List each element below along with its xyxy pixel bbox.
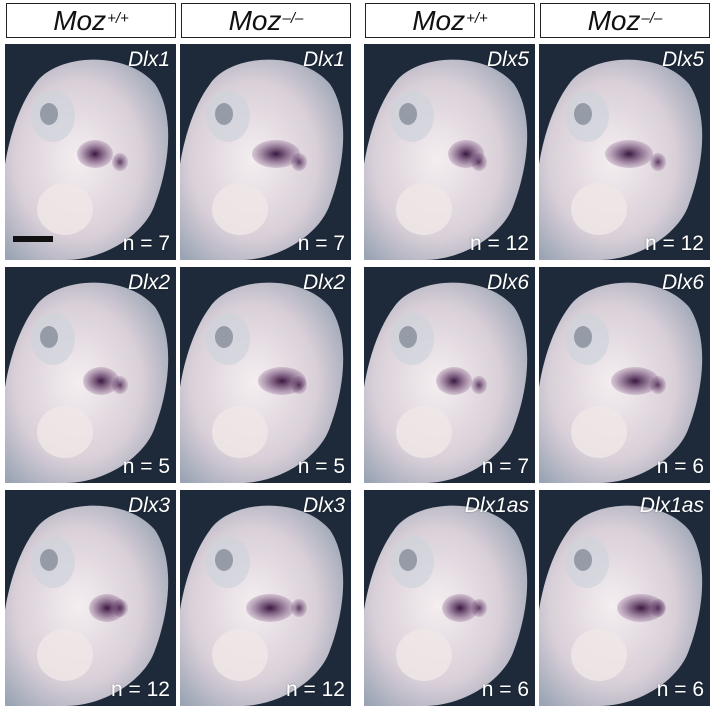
- genotype-sup: –/–: [282, 10, 304, 27]
- sample-count: n = 5: [122, 455, 170, 478]
- embryo-photo: [539, 44, 710, 260]
- sample-count: n = 6: [481, 678, 529, 701]
- embryo-panel: Dlx2 n = 5: [180, 267, 351, 483]
- embryo-photo: [180, 490, 351, 706]
- embryo-panel: Dlx1as n = 6: [364, 490, 535, 706]
- sample-count: n = 5: [297, 455, 345, 478]
- sample-count: n = 7: [481, 455, 529, 478]
- gene-label: Dlx1: [302, 48, 345, 71]
- embryo-panel: Dlx3 n = 12: [180, 490, 351, 706]
- gene-label: Dlx5: [486, 48, 529, 71]
- genotype-sup: +/+: [466, 10, 488, 27]
- header-label: Moz: [587, 4, 641, 36]
- gene-label: Dlx6: [661, 271, 704, 294]
- gene-label: Dlx1as: [639, 494, 704, 517]
- embryo-panel: Dlx1as n = 6: [539, 490, 710, 706]
- sample-count: n = 12: [470, 232, 529, 255]
- sample-count: n = 12: [286, 678, 345, 701]
- sample-count: n = 7: [122, 232, 170, 255]
- embryo-panel: Dlx6 n = 7: [364, 267, 535, 483]
- header-label: Moz: [53, 4, 107, 36]
- gene-label: Dlx1: [127, 48, 170, 71]
- sample-count: n = 12: [111, 678, 170, 701]
- embryo-photo: [5, 44, 176, 260]
- gene-label: Dlx5: [661, 48, 704, 71]
- embryo-panel: Dlx5 n = 12: [364, 44, 535, 260]
- header-col-2: Moz –/–: [181, 3, 351, 38]
- embryo-photo: [5, 267, 176, 483]
- gene-label: Dlx6: [486, 271, 529, 294]
- gene-label: Dlx2: [302, 271, 345, 294]
- header-col-1: Moz +/+: [6, 3, 176, 38]
- embryo-photo: [539, 267, 710, 483]
- sample-count: n = 6: [656, 678, 704, 701]
- embryo-panel: Dlx1 n = 7: [5, 44, 176, 260]
- embryo-photo: [5, 490, 176, 706]
- embryo-panel: Dlx2 n = 5: [5, 267, 176, 483]
- gene-label: Dlx2: [127, 271, 170, 294]
- genotype-sup: +/+: [107, 10, 129, 27]
- embryo-panel: Dlx5 n = 12: [539, 44, 710, 260]
- header-col-4: Moz –/–: [540, 3, 710, 38]
- gene-label: Dlx1as: [464, 494, 529, 517]
- embryo-photo: [364, 44, 535, 260]
- gene-label: Dlx3: [127, 494, 170, 517]
- sample-count: n = 12: [645, 232, 704, 255]
- embryo-panel: Dlx6 n = 6: [539, 267, 710, 483]
- embryo-photo: [364, 490, 535, 706]
- sample-count: n = 6: [656, 455, 704, 478]
- embryo-photo: [539, 490, 710, 706]
- sample-count: n = 7: [297, 232, 345, 255]
- embryo-panel: Dlx3 n = 12: [5, 490, 176, 706]
- header-label: Moz: [228, 4, 282, 36]
- header-col-3: Moz +/+: [365, 3, 535, 38]
- embryo-photo: [180, 267, 351, 483]
- scale-bar: [13, 236, 53, 242]
- header-label: Moz: [412, 4, 466, 36]
- embryo-photo: [180, 44, 351, 260]
- genotype-sup: –/–: [641, 10, 663, 27]
- embryo-photo: [364, 267, 535, 483]
- gene-label: Dlx3: [302, 494, 345, 517]
- embryo-panel: Dlx1 n = 7: [180, 44, 351, 260]
